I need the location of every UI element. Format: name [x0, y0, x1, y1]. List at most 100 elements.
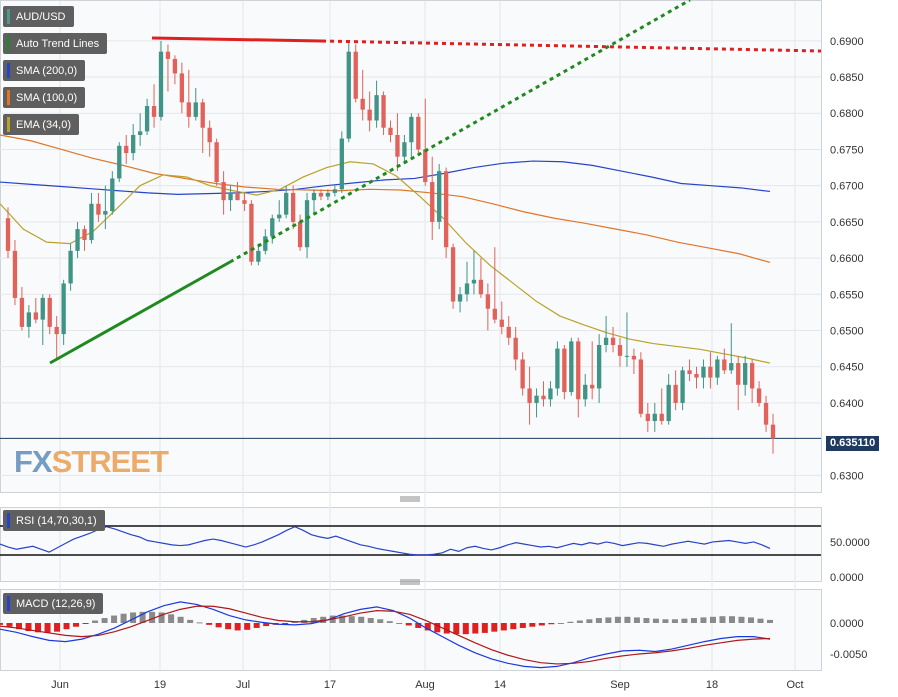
legend-macd[interactable]: MACD (12,26,9): [3, 593, 104, 614]
macd-histogram-bar: [111, 615, 118, 623]
macd-histogram-bar: [0, 623, 3, 625]
candle-body: [555, 348, 560, 389]
candle-body: [527, 388, 532, 403]
trend-swatch: [7, 36, 10, 51]
candle: [33, 297, 38, 324]
legend-trend-label: Auto Trend Lines: [16, 37, 100, 50]
macd-histogram-bar: [44, 623, 51, 633]
candle-body: [687, 370, 692, 374]
candles[interactable]: [5, 40, 776, 454]
candle: [339, 131, 344, 193]
price-tick-label: 0.6700: [830, 181, 864, 193]
candle: [478, 258, 484, 298]
candle-body: [158, 51, 164, 117]
macd-histogram-bar: [177, 616, 184, 623]
price-pane[interactable]: [0, 0, 822, 493]
candle-body: [492, 308, 497, 320]
trend-resistance-dashed: [321, 39, 822, 53]
macd-histogram-bar: [643, 618, 650, 623]
macd-tick-label: -0.0050: [830, 649, 867, 661]
candle: [179, 62, 185, 114]
candle: [284, 185, 289, 219]
macd-histogram-bar: [453, 623, 460, 635]
macd-histogram-bar: [158, 612, 165, 623]
macd-histogram-bar: [738, 616, 745, 623]
macd-histogram-bar: [35, 623, 42, 633]
candle-body: [124, 145, 129, 154]
candle-body: [736, 363, 741, 385]
candle-body: [652, 413, 657, 422]
macd-histogram-bar: [500, 623, 507, 631]
candle: [492, 247, 497, 324]
time-tick-label: Sep: [610, 679, 630, 691]
candle-body: [631, 355, 637, 360]
macd-histogram-bar: [16, 623, 23, 630]
candle: [631, 348, 637, 374]
legend-symbol[interactable]: AUD/USD: [3, 6, 74, 27]
trend-support-dashed: [229, 0, 691, 264]
legend-trend-lines[interactable]: Auto Trend Lines: [3, 33, 108, 54]
candle: [541, 381, 546, 407]
sma100-swatch: [7, 90, 10, 105]
candle: [381, 91, 386, 135]
candle-body: [207, 127, 212, 143]
candle-body: [339, 138, 344, 190]
candle: [506, 316, 511, 345]
macd-histogram-bar: [747, 617, 754, 623]
price-tick-label: 0.6900: [830, 36, 864, 48]
candle-body: [666, 384, 671, 422]
candle-body: [743, 363, 748, 385]
rsi-pane[interactable]: [0, 507, 822, 582]
candle-body: [569, 341, 574, 393]
candle: [756, 381, 762, 407]
candle: [346, 40, 351, 143]
macd-pane[interactable]: [0, 589, 822, 671]
candle-body: [610, 337, 616, 345]
price-tick-label: 0.6850: [830, 72, 864, 84]
candle-body: [673, 384, 678, 403]
legend-sma100[interactable]: SMA (100,0): [3, 87, 86, 108]
time-tick-label: Oct: [786, 679, 803, 691]
candle-body: [659, 413, 664, 422]
macd-histogram-bar: [234, 623, 241, 631]
pane-resize-handle-2[interactable]: [400, 579, 420, 585]
legend-rsi[interactable]: RSI (14,70,30,1): [3, 510, 105, 531]
legend-macd-label: MACD (12,26,9): [16, 597, 96, 610]
macd-histogram-bar: [633, 617, 640, 623]
price-tick-label: 0.6550: [830, 289, 864, 301]
legend-sma200[interactable]: SMA (200,0): [3, 60, 86, 81]
trend-support-solid: [49, 260, 231, 365]
candle: [151, 84, 157, 128]
candle-body: [443, 171, 449, 248]
macd-histogram-bar: [481, 623, 488, 633]
candle: [103, 185, 108, 230]
candle-body: [437, 171, 442, 222]
candle-body: [82, 229, 87, 240]
candle: [353, 44, 358, 103]
price-axis: 0.6900 0.6850 0.6800 0.6750 0.6700 0.6650 0.66…: [830, 36, 864, 483]
candle: [117, 142, 122, 183]
pane-resize-handle-1[interactable]: [400, 496, 420, 502]
candle: [576, 337, 581, 418]
ema34-swatch: [7, 117, 10, 132]
candle: [569, 337, 574, 396]
trend-resistance-solid: [151, 36, 323, 43]
legend-ema34[interactable]: EMA (34,0): [3, 114, 80, 135]
candle: [82, 225, 87, 251]
macd-histogram-bar: [671, 619, 678, 623]
candle-body: [89, 203, 94, 240]
macd-histogram-bar: [73, 623, 80, 627]
candle-body: [137, 131, 143, 135]
price-tick-label: 0.6400: [830, 398, 864, 410]
macd-histogram-bar: [187, 619, 194, 623]
candle-body: [318, 192, 324, 197]
macd-histogram-bar: [548, 623, 555, 625]
macd-histogram-bar: [757, 618, 764, 623]
macd-histogram-bar: [282, 623, 289, 624]
candle-body: [103, 211, 108, 215]
candle-body: [590, 384, 595, 389]
candle-body: [457, 294, 463, 302]
time-tick-label: Jun: [51, 679, 69, 691]
price-tick-label: 0.6800: [830, 108, 864, 120]
